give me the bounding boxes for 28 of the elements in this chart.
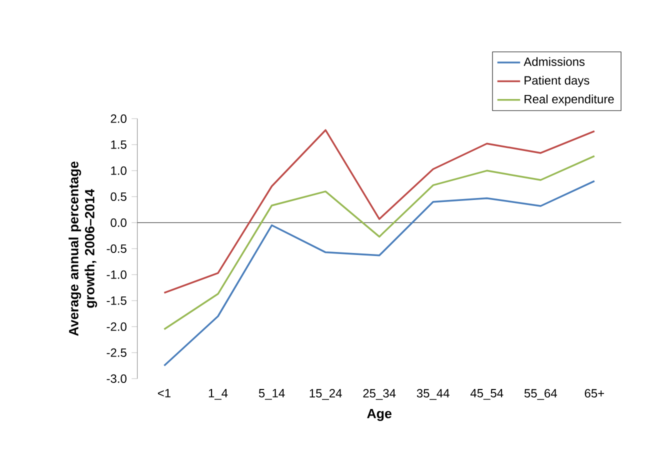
x-tick-label: 1_4 [208, 389, 228, 400]
x-tick-label: 25_34 [363, 389, 396, 400]
x-tick-label: 45_54 [470, 389, 504, 400]
y-tick-label: -2.5 [106, 348, 126, 357]
y-axis-title: Average annual percentage growth, 2006–2014 [68, 162, 98, 336]
x-tick-label: 15_24 [310, 389, 342, 400]
legend-label: Patient days [524, 76, 590, 88]
line-series [163, 155, 596, 330]
y-tick-label: -2.0 [106, 322, 126, 331]
x-tick-label: 65+ [584, 389, 604, 398]
y-tick-label: -3.0 [106, 374, 126, 383]
x-tick-label: <1 [158, 389, 170, 398]
line-series [163, 180, 596, 367]
y-tick-label: 1.0 [111, 166, 126, 175]
y-tick-label: -1.5 [106, 296, 126, 305]
y-tick-label: 0.0 [110, 218, 126, 227]
y-tick-label: 0.5 [110, 192, 126, 201]
legend-label: Admissions [524, 57, 585, 66]
x-axis-title: Age [367, 408, 392, 421]
x-tick-label: 35_44 [416, 389, 450, 400]
y-tick-label: -1.0 [106, 270, 126, 279]
x-tick-label: 55_64 [524, 389, 557, 400]
legend-label: Real expenditure [524, 94, 614, 106]
y-tick-label: -0.5 [106, 244, 126, 253]
y-tick-label: 1.5 [111, 140, 126, 149]
line-series [163, 129, 596, 294]
y-tick-label: 2.0 [110, 114, 126, 123]
x-tick-label: 5_14 [258, 389, 285, 400]
